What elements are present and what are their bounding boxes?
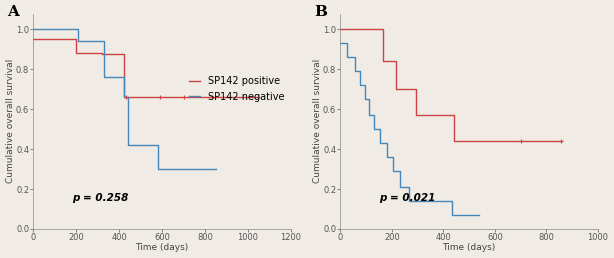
Text: p = 0.258: p = 0.258: [72, 193, 128, 203]
Y-axis label: Cumulative overall survival: Cumulative overall survival: [313, 59, 322, 183]
Text: B: B: [314, 5, 328, 19]
Text: A: A: [7, 5, 20, 19]
Text: p = 0.021: p = 0.021: [379, 193, 435, 203]
Legend: SP142 positive, SP142 negative: SP142 positive, SP142 negative: [185, 72, 289, 106]
X-axis label: Time (days): Time (days): [136, 244, 188, 252]
Y-axis label: Cumulative overall survival: Cumulative overall survival: [6, 59, 15, 183]
X-axis label: Time (days): Time (days): [443, 244, 495, 252]
